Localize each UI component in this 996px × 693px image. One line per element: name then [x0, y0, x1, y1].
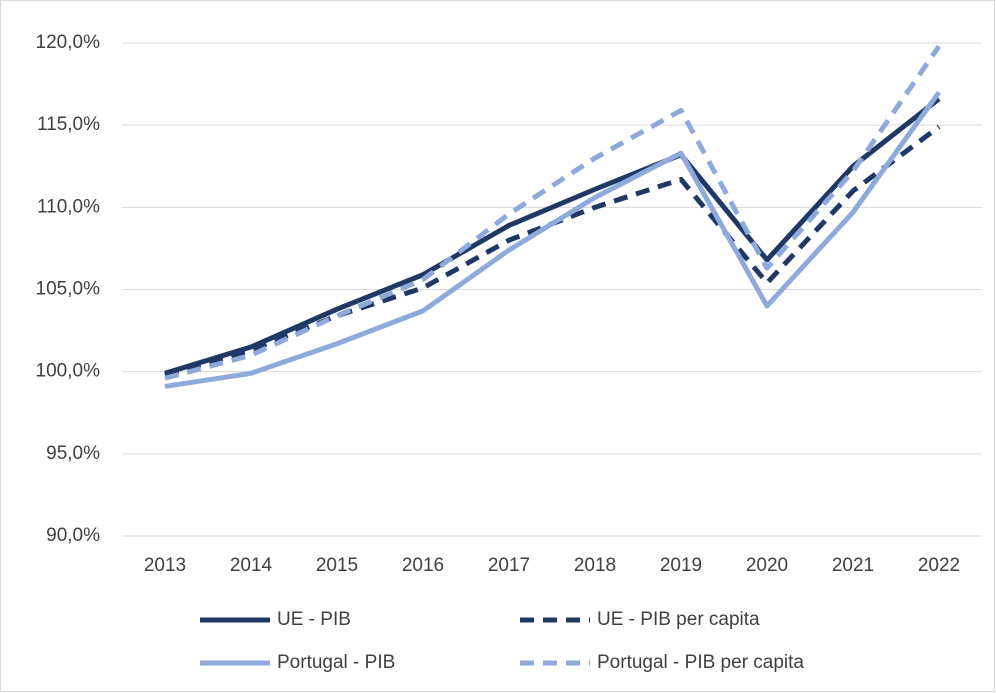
x-tick-label: 2021	[832, 555, 874, 576]
series-line	[164, 44, 942, 381]
series-line	[164, 90, 942, 389]
y-tick-label: 110,0%	[37, 196, 100, 217]
x-tick-label: 2020	[746, 555, 788, 576]
y-tick-label: 100,0%	[36, 361, 101, 382]
x-tick-label: 2016	[402, 555, 444, 576]
legend-label: UE - PIB per capita	[597, 609, 760, 630]
x-tick-label: 2017	[488, 555, 530, 576]
y-tick-label: 90,0%	[46, 525, 100, 546]
x-tick-label: 2014	[230, 555, 273, 576]
series-line	[164, 96, 941, 376]
legend-label: Portugal - PIB per capita	[597, 652, 804, 673]
y-tick-label: 95,0%	[46, 443, 100, 464]
y-tick-label: 115,0%	[37, 114, 100, 135]
x-tick-label: 2013	[144, 555, 186, 576]
x-tick-label: 2015	[316, 555, 358, 576]
y-tick-label: 120,0%	[36, 32, 101, 53]
x-tick-label: 2018	[574, 555, 616, 576]
legend-label: Portugal - PIB	[277, 652, 395, 673]
x-tick-label: 2022	[918, 555, 960, 576]
legend-label: UE - PIB	[277, 609, 351, 630]
x-tick-label: 2019	[660, 555, 702, 576]
y-tick-label: 105,0%	[36, 279, 101, 300]
